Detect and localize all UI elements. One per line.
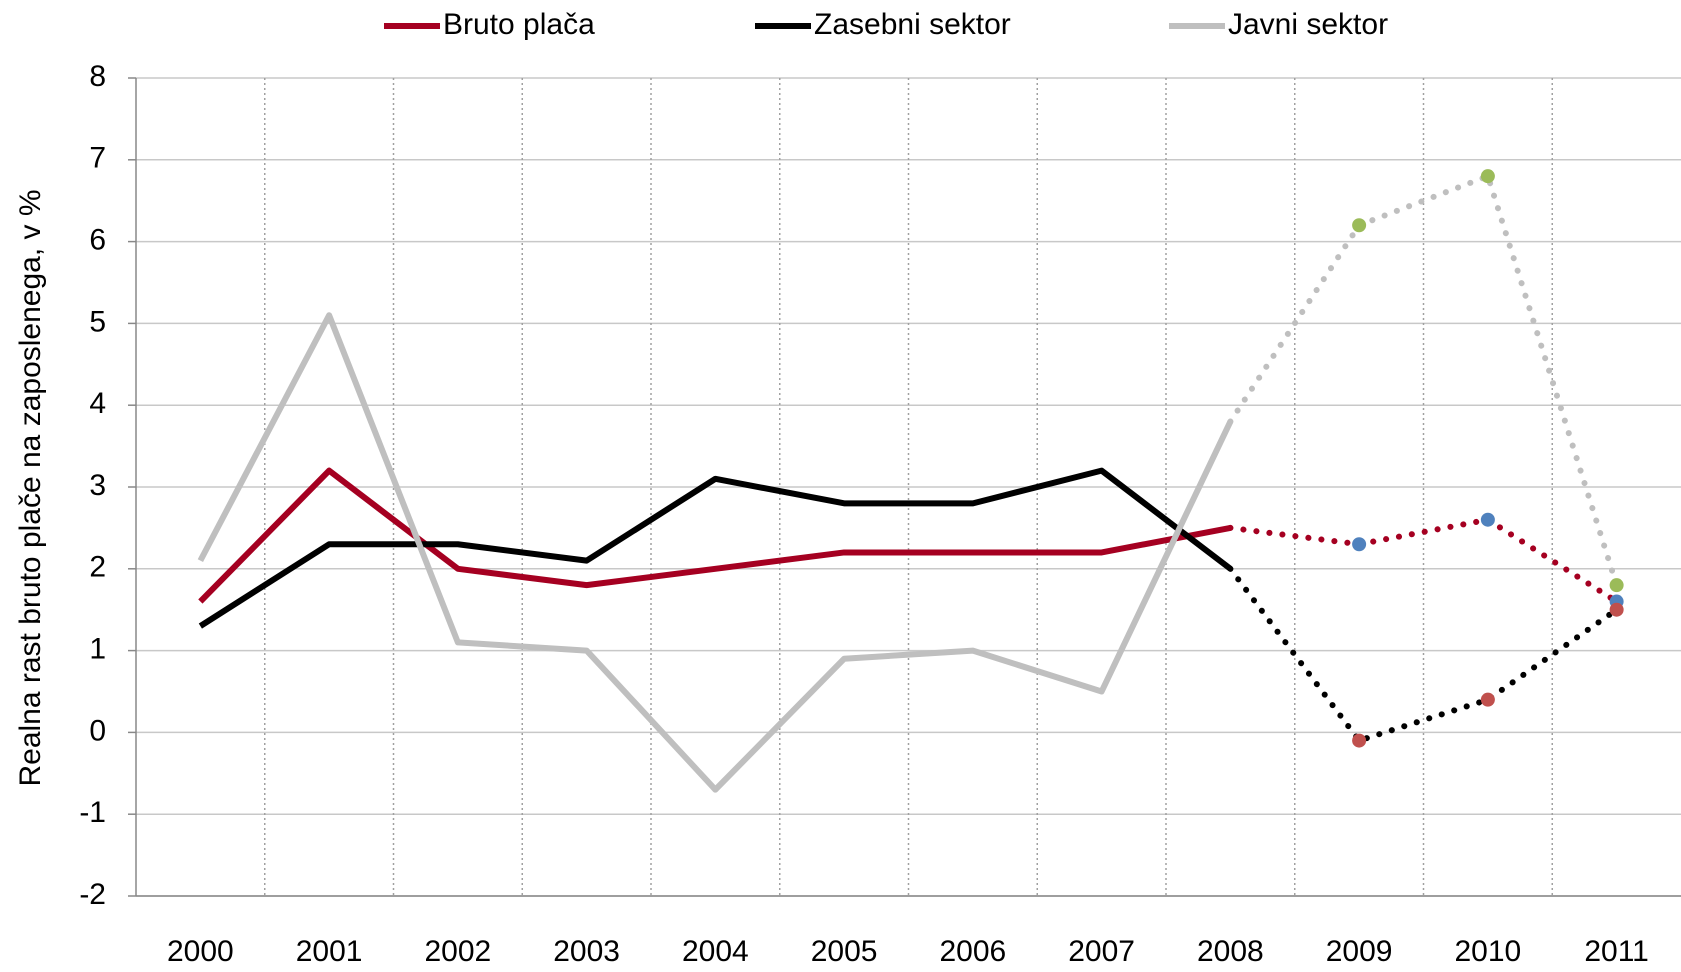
x-tick-label: 2008 [1197, 935, 1264, 968]
y-tick-label: 5 [89, 305, 106, 338]
marker [1352, 733, 1367, 748]
x-tick-label: 2002 [425, 935, 492, 968]
marker [1352, 537, 1367, 552]
y-tick-label: 7 [89, 142, 106, 175]
legend-label: Bruto plača [443, 8, 595, 41]
series-line [198, 467, 1233, 629]
marker [1609, 578, 1624, 593]
x-tick-label: 2010 [1455, 935, 1522, 968]
x-tick-label: 2004 [682, 935, 749, 968]
x-tick-label: 2007 [1068, 935, 1135, 968]
marker [1480, 169, 1495, 184]
y-tick-label: -1 [79, 796, 106, 829]
x-tick-label: 2009 [1326, 935, 1393, 968]
y-tick-label: -2 [79, 878, 106, 911]
series-line [197, 312, 1234, 793]
y-tick-label: 2 [89, 551, 106, 584]
y-tick-label: 8 [89, 60, 106, 93]
series-line-dotted [1227, 565, 1620, 744]
marker [1480, 512, 1495, 527]
y-tick-label: 6 [89, 224, 106, 257]
y-axis-label: Realna rast bruto plače na zaposlenega, … [14, 189, 47, 786]
series-line [198, 467, 1231, 604]
marker [1609, 602, 1624, 617]
y-tick-label: 0 [89, 714, 106, 747]
x-tick-label: 2003 [553, 935, 620, 968]
series-line-dotted [1227, 173, 1620, 589]
x-tick-label: 2006 [940, 935, 1007, 968]
x-tick-label: 2011 [1584, 935, 1649, 968]
y-tick-label: 4 [89, 387, 106, 420]
marker [1480, 692, 1495, 707]
legend-label: Javni sektor [1228, 8, 1388, 41]
series-line-dotted [1227, 516, 1620, 605]
y-tick-label: 1 [89, 633, 106, 666]
legend-label: Zasebni sektor [814, 8, 1011, 41]
marker [1352, 218, 1367, 233]
x-tick-label: 2000 [167, 935, 234, 968]
x-tick-label: 2001 [296, 935, 363, 968]
y-tick-label: 3 [89, 469, 106, 502]
x-tick-label: 2005 [811, 935, 878, 968]
